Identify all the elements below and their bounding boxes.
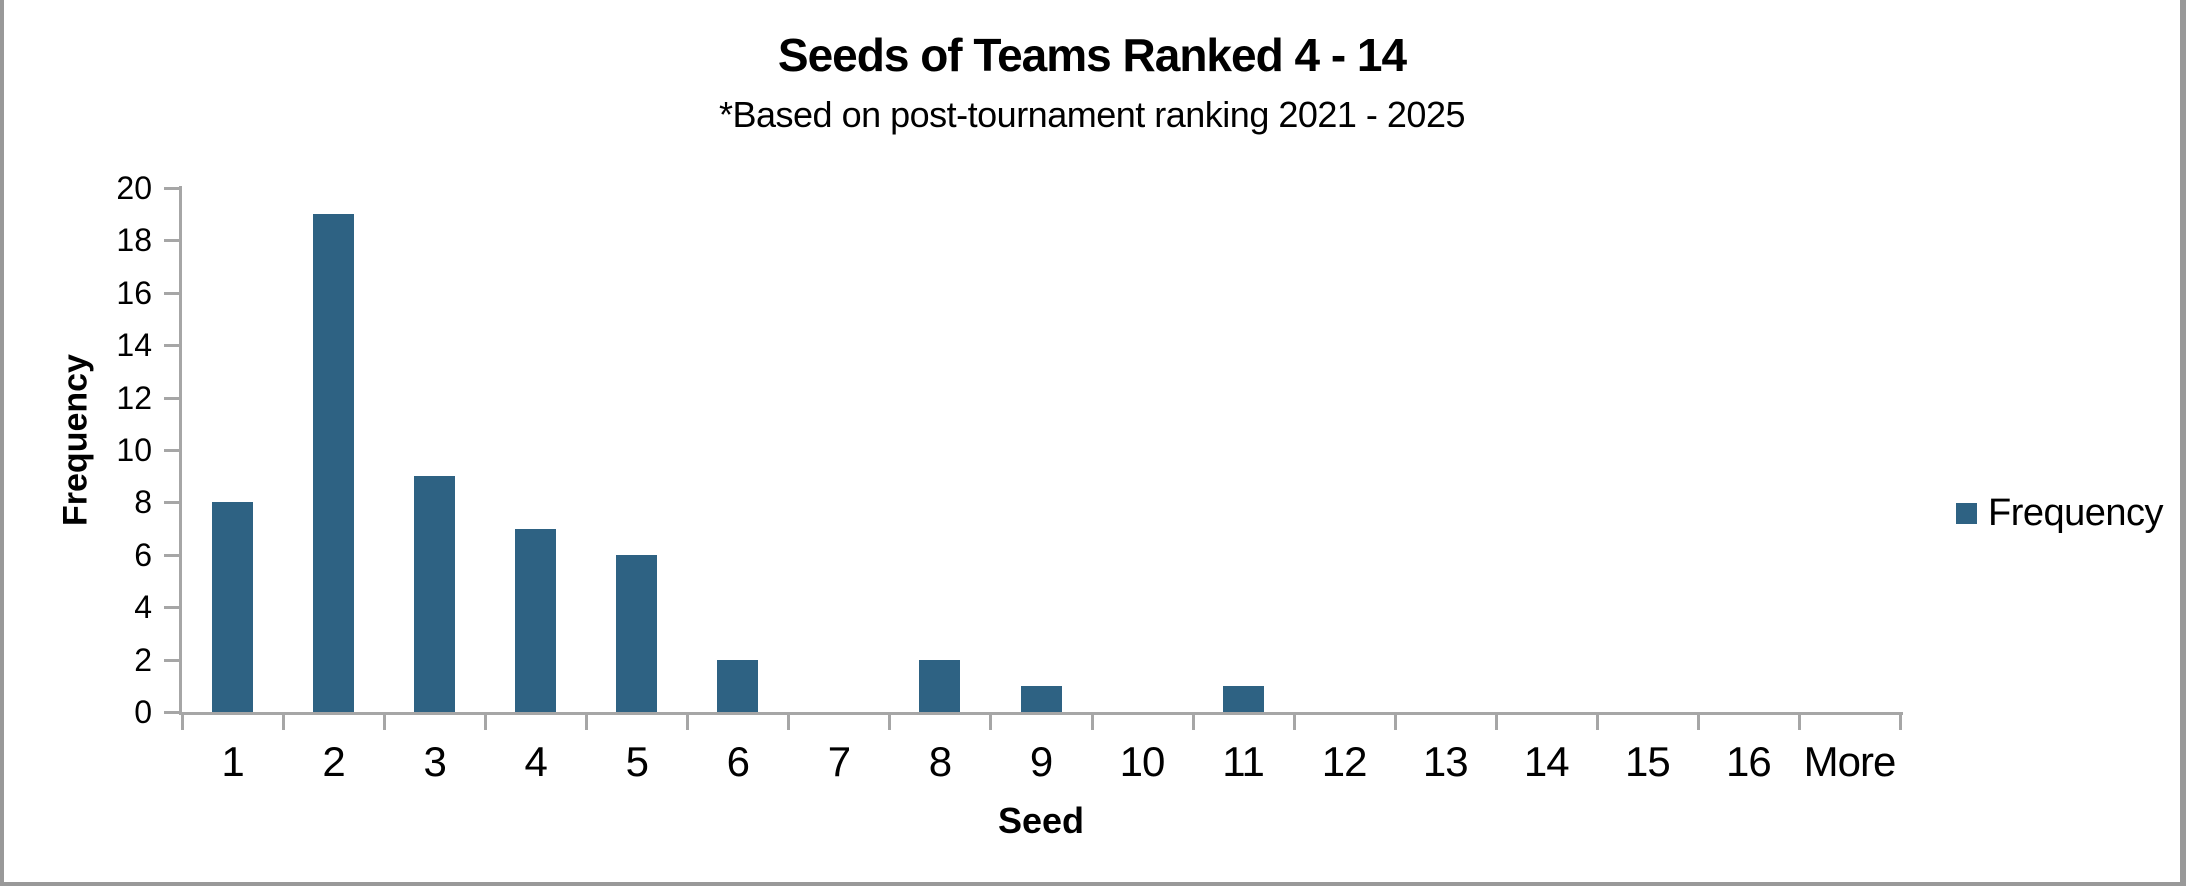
y-axis-tick — [164, 239, 179, 243]
x-axis-tick — [1899, 715, 1902, 730]
x-tick-label: 10 — [1119, 738, 1166, 785]
x-axis-tick — [282, 715, 286, 730]
y-tick-label: 14 — [116, 327, 152, 364]
y-tick-label: 16 — [116, 274, 152, 311]
x-tick-label: 6 — [726, 738, 750, 785]
x-tick-label: 11 — [1222, 738, 1265, 785]
chart-subtitle: *Based on post-tournament ranking 2021 -… — [718, 94, 1466, 135]
y-tick-label: 8 — [134, 484, 152, 521]
x-axis-tick — [686, 715, 690, 730]
x-tick-label: 1 — [221, 738, 244, 785]
bar-seed-1 — [212, 502, 254, 712]
y-axis-tick — [164, 187, 179, 190]
y-tick-label: 18 — [116, 222, 152, 259]
x-axis-line — [179, 712, 1903, 715]
y-axis-tick — [164, 501, 179, 505]
bar-seed-3 — [414, 476, 456, 712]
x-axis-tick — [383, 715, 387, 730]
y-axis-tick — [164, 606, 179, 610]
y-tick-label: 12 — [116, 379, 152, 416]
x-axis-tick — [1797, 715, 1801, 730]
x-tick-label: 15 — [1624, 738, 1671, 785]
x-axis-tick — [1292, 715, 1296, 730]
x-axis-tick — [1393, 715, 1397, 730]
x-tick-label: 8 — [928, 738, 952, 785]
x-axis-title: Seed — [997, 800, 1085, 841]
x-tick-label: 2 — [322, 738, 345, 785]
bar-seed-9 — [1020, 685, 1062, 712]
x-axis-tick — [181, 715, 184, 730]
x-tick-label: 7 — [827, 738, 851, 785]
y-axis-tick — [164, 396, 179, 400]
x-tick-label: 13 — [1422, 738, 1469, 785]
x-axis-tick — [1595, 715, 1599, 730]
y-tick-label: 4 — [134, 589, 152, 626]
bar-seed-2 — [313, 214, 355, 712]
y-axis-tick — [164, 291, 179, 295]
y-axis-tick — [164, 449, 179, 452]
x-tick-label: 9 — [1029, 738, 1053, 785]
bar-seed-5 — [616, 554, 658, 712]
legend: Frequency — [1956, 492, 2164, 535]
y-axis-tick — [164, 711, 179, 714]
legend-label: Frequency — [1988, 492, 2164, 534]
x-axis-tick — [787, 715, 791, 730]
x-axis-tick — [1494, 715, 1498, 730]
bar-seed-4 — [515, 528, 557, 712]
y-tick-label: 2 — [134, 641, 152, 678]
x-axis-tick — [484, 715, 488, 730]
x-tick-label: 16 — [1726, 738, 1772, 785]
bar-seed-11 — [1222, 685, 1264, 712]
x-tick-label: 4 — [524, 738, 548, 785]
bar-seed-8 — [919, 659, 961, 712]
y-tick-label: 0 — [134, 694, 152, 730]
x-axis-tick — [1696, 715, 1700, 730]
y-axis-line — [179, 186, 182, 715]
x-tick-label: 3 — [423, 738, 446, 785]
y-axis-tick — [164, 658, 179, 662]
x-axis-tick — [888, 715, 892, 730]
y-tick-label: 20 — [116, 170, 152, 206]
bar-seed-6 — [717, 659, 759, 712]
x-axis-tick — [585, 715, 589, 730]
x-axis-tick — [1090, 715, 1094, 730]
y-axis-tick — [164, 344, 179, 348]
x-tick-label: 14 — [1523, 738, 1570, 785]
legend-swatch-icon — [1956, 503, 1977, 524]
x-tick-label: 5 — [625, 738, 649, 785]
x-axis-tick — [1191, 715, 1195, 730]
y-tick-label: 6 — [134, 536, 152, 573]
y-axis-tick — [164, 553, 179, 557]
x-axis-tick — [989, 715, 993, 730]
x-tick-label: More — [1803, 738, 1897, 785]
y-tick-label: 10 — [116, 432, 152, 468]
chart-title: Seeds of Teams Ranked 4 - 14 — [777, 29, 1407, 81]
x-tick-label: 12 — [1321, 738, 1368, 785]
